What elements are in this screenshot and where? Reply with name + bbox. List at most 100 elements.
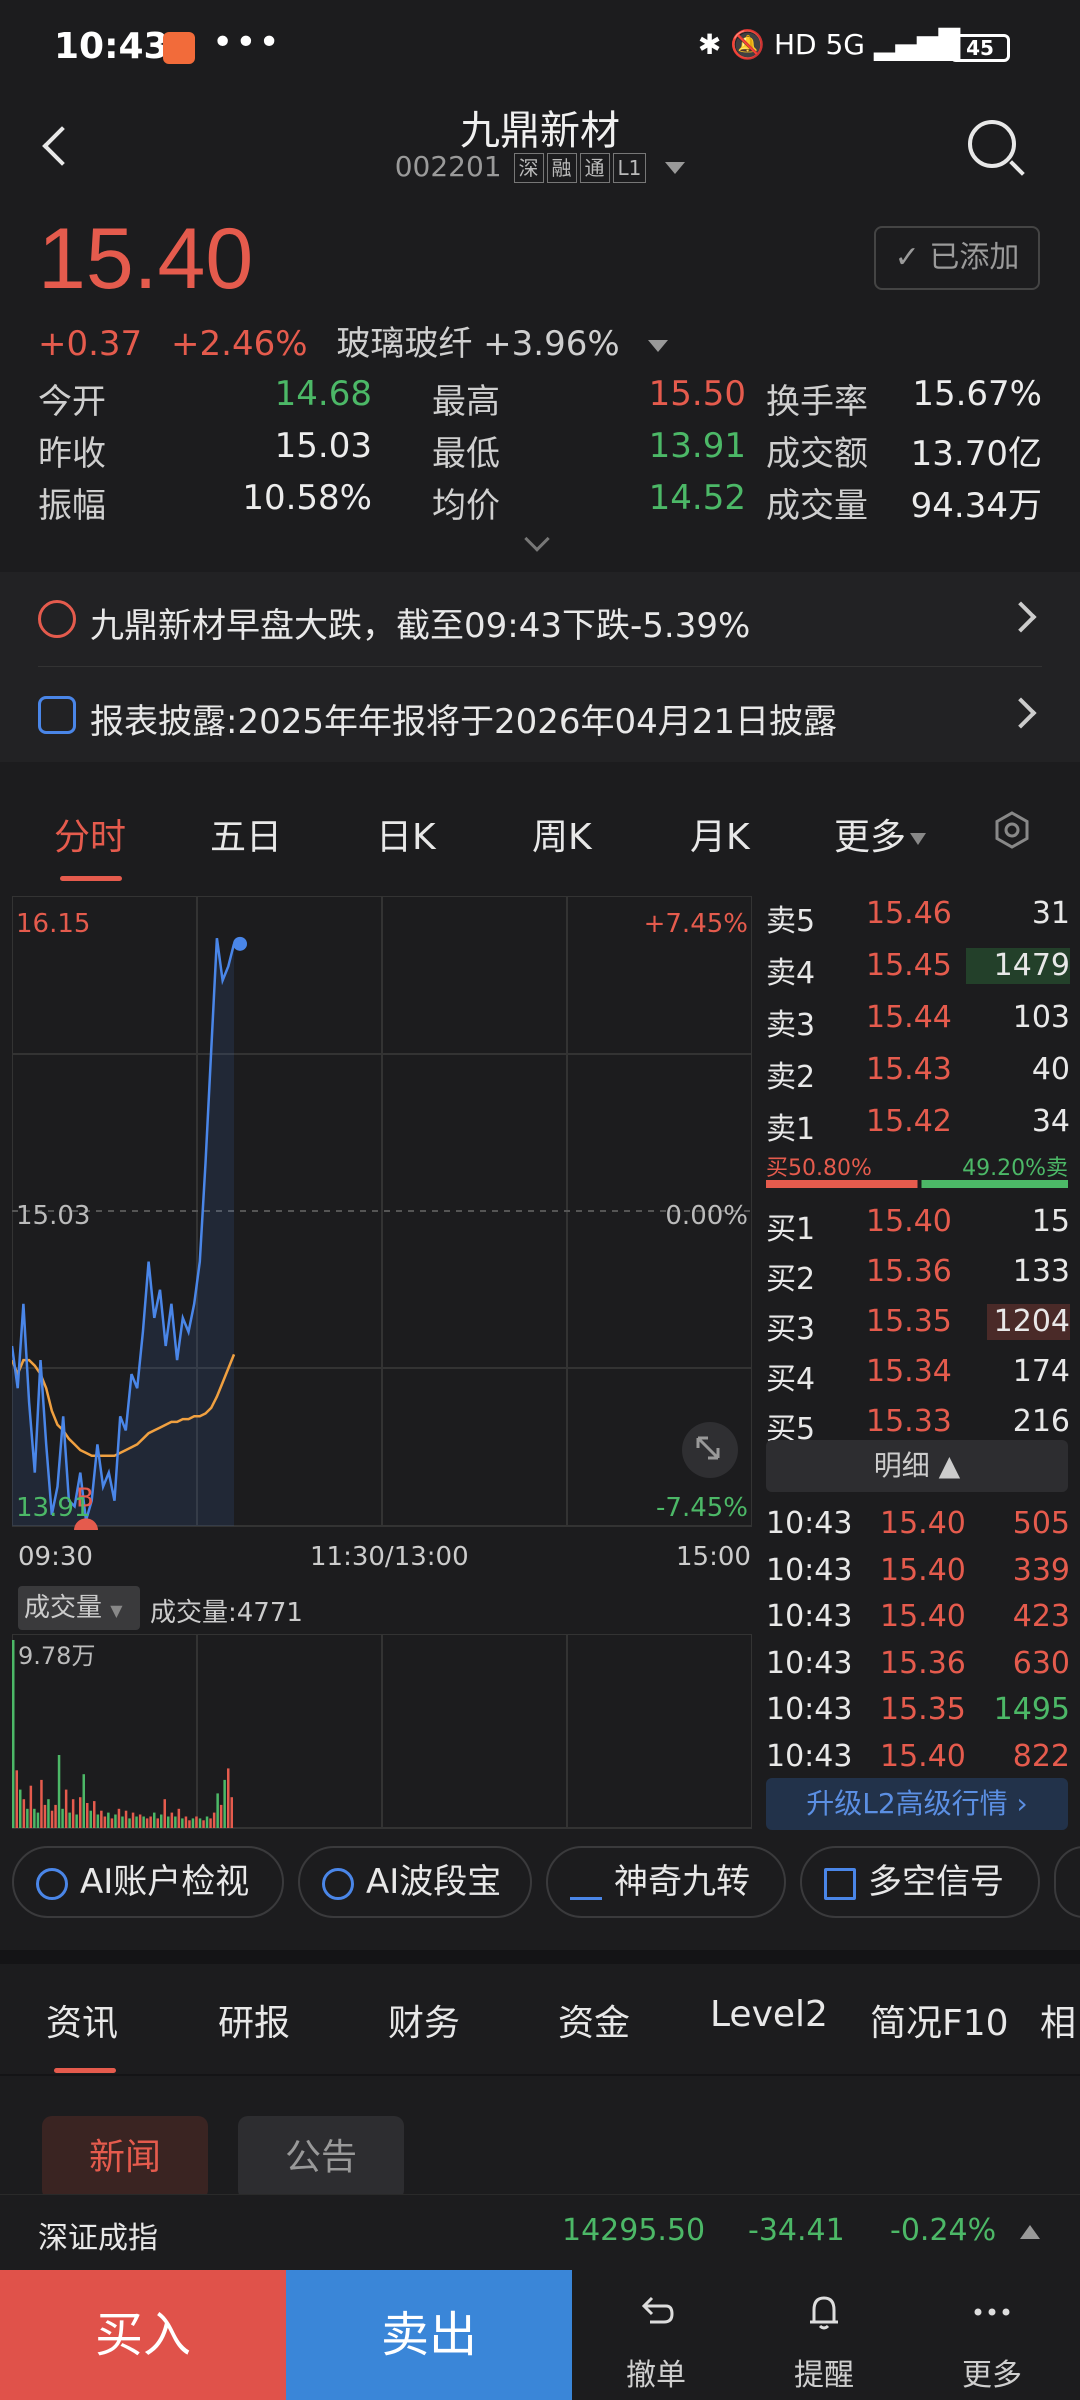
tab-news[interactable]: 资讯 xyxy=(46,2003,119,2044)
detail-toggle-button[interactable]: 明细 ▲ xyxy=(766,1440,1068,1492)
stock-header: 九鼎新材 002201 深融通 L1 xyxy=(0,96,1080,206)
volume-bar xyxy=(47,1799,50,1828)
stat-label: 换手率 xyxy=(766,382,868,422)
level-qty: 174 xyxy=(1012,1354,1070,1389)
sell-button[interactable]: 卖出 xyxy=(286,2270,572,2400)
ai-account-review-button[interactable]: AI账户检视 xyxy=(12,1846,284,1918)
tab-f10[interactable]: 简况F10 xyxy=(870,2003,1009,2044)
stat-row: 昨收 15.03 最低 13.91 成交额 13.70亿 xyxy=(38,426,1042,478)
ask-row[interactable]: 卖2 15.43 40 xyxy=(764,1046,1070,1095)
magic-nine-button[interactable]: 神奇九转 xyxy=(546,1846,786,1918)
chart-grid xyxy=(12,896,752,1527)
notice-item[interactable]: 报表披露:2025年年报将于2026年04月21日披露 xyxy=(0,668,1080,762)
volume-bar xyxy=(89,1810,92,1828)
volume-bar xyxy=(86,1803,89,1828)
more-button[interactable]: 更多 xyxy=(908,2270,1076,2400)
volume-bar xyxy=(19,1789,22,1828)
volume-bar xyxy=(177,1808,181,1828)
sector-link[interactable]: 玻璃玻纤 +3.96% xyxy=(336,324,685,364)
status-bar: 10:43 ••• ✱ 🔕 HD 5G ▂▄▆█ 45 xyxy=(0,0,1080,96)
volume-bar xyxy=(202,1820,205,1828)
subtab-announcements[interactable]: 公告 xyxy=(238,2116,404,2200)
qty-bar xyxy=(986,1304,1070,1340)
cancel-order-button[interactable]: 撤单 xyxy=(572,2270,740,2400)
trade-volume: 423 xyxy=(1012,1599,1070,1634)
buy-marker-point[interactable] xyxy=(74,1518,98,1530)
stat-value: 15.03 xyxy=(274,426,372,466)
trade-price: 15.40 xyxy=(880,1599,966,1634)
level-price: 15.44 xyxy=(866,1000,952,1035)
tab-funds[interactable]: 资金 xyxy=(558,2003,631,2044)
level-qty: 103 xyxy=(1012,1000,1070,1035)
volume-bar xyxy=(100,1810,103,1828)
tab-daily-k[interactable]: 日K xyxy=(376,817,436,858)
volume-bar xyxy=(29,1785,33,1828)
bid-row[interactable]: 买4 15.34 174 xyxy=(764,1348,1070,1397)
buy-ratio-label: 买50.80% xyxy=(766,1156,872,1181)
y-mid-pct-label: 0.00% xyxy=(665,1201,748,1231)
tag-level: L1 xyxy=(612,153,647,183)
ask-row[interactable]: 卖5 15.46 31 xyxy=(764,890,1070,939)
index-ticker[interactable]: 深证成指 14295.50 -34.41 -0.24% xyxy=(0,2194,1080,2270)
chevron-down-icon[interactable] xyxy=(665,162,686,174)
long-short-signal-button[interactable]: 多空信号 xyxy=(800,1846,1040,1918)
ask-row[interactable]: 卖4 15.45 1479 xyxy=(764,942,1070,991)
buy-button[interactable]: 买入 xyxy=(0,2270,286,2400)
chevron-down-icon: ▼ xyxy=(110,1601,123,1620)
tab-research[interactable]: 研报 xyxy=(218,2003,291,2044)
volume-chart[interactable]: 9.78万 xyxy=(12,1634,752,1830)
fullscreen-icon[interactable] xyxy=(682,1422,738,1478)
chart-settings-icon[interactable] xyxy=(992,810,1032,850)
volume-bar xyxy=(15,1770,18,1828)
level-label: 买2 xyxy=(766,1262,816,1297)
ai-band-button[interactable]: AI波段宝 xyxy=(298,1846,532,1918)
bid-row[interactable]: 买5 15.33 216 xyxy=(764,1398,1070,1447)
tab-weekly-k[interactable]: 周K xyxy=(532,817,592,858)
sector-text: 玻璃玻纤 +3.96% xyxy=(336,324,620,364)
volume-bar xyxy=(230,1797,233,1828)
level-price: 15.43 xyxy=(866,1052,952,1087)
intraday-chart[interactable]: B 16.15 15.03 13.91 +7.45% 0.00% -7.45% xyxy=(12,896,752,1530)
volume-bar xyxy=(12,1640,15,1828)
buy-sell-ratio: 买50.80% 49.20%卖 xyxy=(766,1150,1068,1182)
calendar-icon xyxy=(38,696,76,734)
tab-related[interactable]: 相 xyxy=(1040,2003,1077,2044)
volume-bar xyxy=(227,1768,230,1828)
tab-monthly-k[interactable]: 月K xyxy=(690,817,750,858)
tab-more[interactable]: 更多 xyxy=(834,808,927,860)
more-chip[interactable] xyxy=(1054,1846,1080,1918)
trade-volume: 822 xyxy=(1012,1738,1070,1774)
added-watchlist-button[interactable]: ✓ 已添加 xyxy=(874,226,1040,290)
expand-chevron-icon[interactable] xyxy=(524,526,550,552)
bid-row[interactable]: 买2 15.36 133 xyxy=(764,1248,1070,1297)
upgrade-l2-button[interactable]: 升级L2高级行情 › xyxy=(766,1778,1068,1830)
subtab-news[interactable]: 新闻 xyxy=(42,2116,208,2200)
tab-level2[interactable]: Level2 xyxy=(710,1994,828,2035)
search-icon[interactable] xyxy=(968,120,1016,168)
tab-five-day[interactable]: 五日 xyxy=(210,817,283,858)
tab-intraday[interactable]: 分时 xyxy=(54,817,127,858)
notice-text: 九鼎新材早盘大跌，截至09:43下跌-5.39% xyxy=(90,606,751,646)
volume-bar xyxy=(209,1818,212,1828)
stock-code-row[interactable]: 002201 深融通 L1 xyxy=(0,150,1080,183)
bottom-action-bar: 买入 卖出 撤单 提醒 更多 xyxy=(0,2270,1080,2400)
ask-row[interactable]: 卖1 15.42 34 xyxy=(764,1098,1070,1147)
ask-row[interactable]: 卖3 15.44 103 xyxy=(764,994,1070,1043)
battery-icon: 45 xyxy=(950,34,1010,62)
bid-row[interactable]: 买3 15.35 1204 xyxy=(764,1298,1070,1347)
tab-finance[interactable]: 财务 xyxy=(388,2003,461,2044)
trade-row: 10:43 15.40 505 xyxy=(764,1502,1070,1548)
bid-row[interactable]: 买1 15.40 15 xyxy=(764,1198,1070,1247)
index-change-pct: -0.24% xyxy=(890,2213,997,2248)
level-qty: 15 xyxy=(1031,1204,1070,1239)
trade-time: 10:43 xyxy=(766,1552,853,1588)
level-label: 买3 xyxy=(766,1312,816,1347)
indicator-selector[interactable]: 成交量 ▼ xyxy=(18,1586,140,1630)
volume-bar xyxy=(117,1808,121,1828)
trade-volume: 630 xyxy=(1012,1645,1070,1681)
alert-button[interactable]: 提醒 xyxy=(740,2270,908,2400)
notice-item[interactable]: 九鼎新材早盘大跌，截至09:43下跌-5.39% xyxy=(0,572,1080,667)
x-label-close: 15:00 xyxy=(676,1542,751,1572)
stat-row: 振幅 10.58% 均价 14.52 成交量 94.34万 xyxy=(38,478,1042,530)
volume-bar xyxy=(121,1816,124,1828)
